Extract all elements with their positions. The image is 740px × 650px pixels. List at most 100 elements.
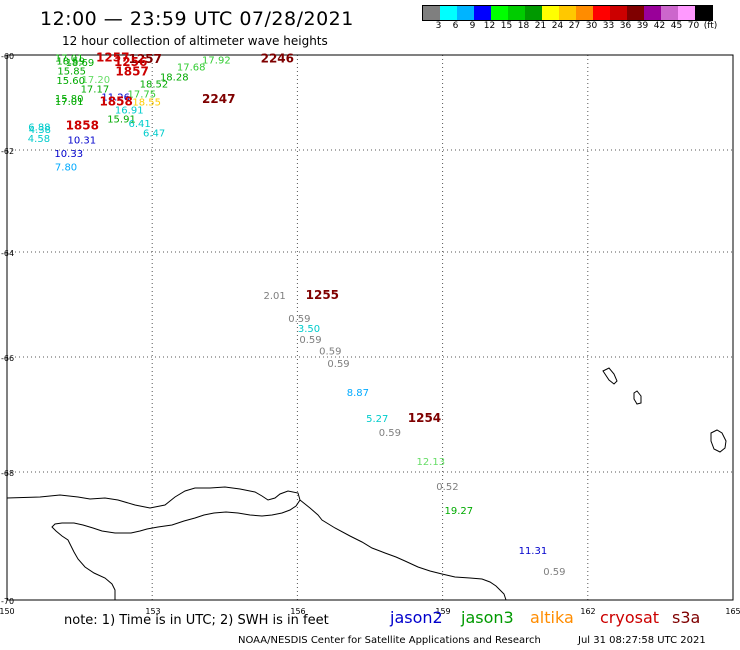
scale-swatch xyxy=(678,6,695,20)
scale-swatch xyxy=(525,6,542,20)
satellite-legend-altika: altika xyxy=(530,608,574,627)
scale-label: 24 xyxy=(551,21,564,31)
wave-height-label: 6.88 xyxy=(28,123,50,134)
wave-height-label: 3.50 xyxy=(298,324,320,335)
scale-label: 39 xyxy=(636,21,649,31)
scale-swatch xyxy=(542,6,559,20)
scale-label: 70 xyxy=(687,21,700,31)
wave-height-label: 11.26 xyxy=(101,92,130,103)
wave-height-label: 15.91 xyxy=(107,115,136,126)
scale-swatch xyxy=(457,6,474,20)
footnote: note: 1) Time is in UTC; 2) SWH is in fe… xyxy=(64,613,329,628)
wave-height-label: 15.80 xyxy=(55,94,84,105)
wave-height-label: 0.59 xyxy=(288,314,310,325)
wave-height-label: 2.01 xyxy=(264,291,286,302)
wave-height-label: 10.33 xyxy=(54,149,83,160)
scale-label: 45 xyxy=(670,21,683,31)
scale-label: 27 xyxy=(568,21,581,31)
wave-height-label: 0.59 xyxy=(543,567,565,578)
credit-line: NOAA/NESDIS Center for Satellite Applica… xyxy=(238,635,541,646)
scale-swatch xyxy=(423,6,440,20)
scale-swatch xyxy=(491,6,508,20)
lat-tick-label: -64 xyxy=(1,249,14,258)
coastline-path xyxy=(6,486,507,601)
scale-swatch xyxy=(559,6,576,20)
wave-height-label: 18.52 xyxy=(140,80,169,91)
scale-label: 6 xyxy=(452,21,459,31)
wave-height-label: 0.52 xyxy=(436,482,458,493)
lat-tick-label: -68 xyxy=(1,469,14,478)
wave-height-label: 6.47 xyxy=(143,128,165,139)
scale-swatch xyxy=(508,6,525,20)
wave-height-label: 18.59 xyxy=(56,57,85,68)
scale-swatch xyxy=(627,6,644,20)
scale-swatch xyxy=(474,6,491,20)
wave-height-label: 4.58 xyxy=(28,134,50,145)
wave-height-label: 8.87 xyxy=(347,388,369,399)
scale-label: 9 xyxy=(469,21,476,31)
lat-tick-label: -60 xyxy=(1,52,14,61)
wave-height-label: 7.80 xyxy=(55,162,77,173)
scale-swatch xyxy=(610,6,627,20)
generated-timestamp: Jul 31 08:27:58 UTC 2021 xyxy=(578,635,706,646)
pass-time-label: 1857 xyxy=(115,65,148,79)
scale-label: 18 xyxy=(517,21,530,31)
wave-height-label: 17.92 xyxy=(202,55,231,66)
scale-swatch xyxy=(644,6,661,20)
pass-time-label: 2246 xyxy=(261,51,294,65)
wave-height-label: 4.38 xyxy=(29,125,51,136)
lon-tick-label: 153 xyxy=(145,607,160,616)
wave-height-label: 17.17 xyxy=(81,85,110,96)
pass-time-label: 1257 xyxy=(96,50,129,64)
pass-time-label: 1255 xyxy=(306,288,339,302)
wave-height-label: 17.20 xyxy=(82,75,111,86)
scale-label: 42 xyxy=(653,21,666,31)
lon-tick-label: 162 xyxy=(580,607,595,616)
wave-height-label: 15.85 xyxy=(57,67,86,78)
scale-label: 36 xyxy=(619,21,632,31)
wave-height-label: 11.31 xyxy=(519,546,548,557)
wave-height-label: 0.59 xyxy=(327,359,349,370)
satellite-legend-jason2: jason2 xyxy=(390,608,443,627)
scale-swatch xyxy=(695,6,712,20)
satellite-legend-jason3: jason3 xyxy=(461,608,514,627)
wave-height-label: 6.41 xyxy=(128,119,150,130)
wave-height-label: 10.31 xyxy=(68,136,97,147)
scale-label: (ft) xyxy=(703,21,718,31)
wave-height-label: 17.01 xyxy=(55,53,84,64)
scale-label: 12 xyxy=(483,21,496,31)
island-1 xyxy=(602,367,618,385)
lat-tick-label: -62 xyxy=(1,147,14,156)
wave-height-label: 18.55 xyxy=(132,98,161,109)
wave-height-label: 0.59 xyxy=(319,347,341,358)
wave-height-label: 19.27 xyxy=(445,506,474,517)
scale-label: 30 xyxy=(585,21,598,31)
wave-height-label: 17.68 xyxy=(177,62,206,73)
island-3 xyxy=(710,429,727,453)
pass-time-label: 1858 xyxy=(66,118,99,132)
wave-height-color-scale: 3 6 9 12 15 18 21 24 27 30 33 36 39 42 45 70 (ft) xyxy=(422,5,728,35)
wave-height-label: 0.59 xyxy=(379,428,401,439)
wave-height-label: 12.13 xyxy=(416,457,445,468)
scale-swatch xyxy=(440,6,457,20)
antarctic-coastline xyxy=(6,367,727,601)
lon-tick-label: 159 xyxy=(435,607,450,616)
island-2 xyxy=(633,390,642,405)
lon-tick-label: 165 xyxy=(725,607,740,616)
map-subtitle: 12 hour collection of altimeter wave hei… xyxy=(62,34,328,48)
wave-height-label: 16.91 xyxy=(115,106,144,117)
lat-tick-label: -66 xyxy=(1,354,14,363)
scale-swatch xyxy=(593,6,610,20)
color-scale-swatches xyxy=(422,5,713,21)
pass-time-label: 2247 xyxy=(202,92,235,106)
lat-lon-grid xyxy=(7,55,733,600)
lat-tick-label: -70 xyxy=(1,597,14,606)
wave-height-label: 0.59 xyxy=(299,335,321,346)
satellite-legend-cryosat: cryosat xyxy=(600,608,660,627)
scale-label: 33 xyxy=(602,21,615,31)
pass-time-label: 1257 xyxy=(128,52,161,66)
wave-height-label: 18.69 xyxy=(66,58,95,69)
scale-label: 15 xyxy=(500,21,513,31)
